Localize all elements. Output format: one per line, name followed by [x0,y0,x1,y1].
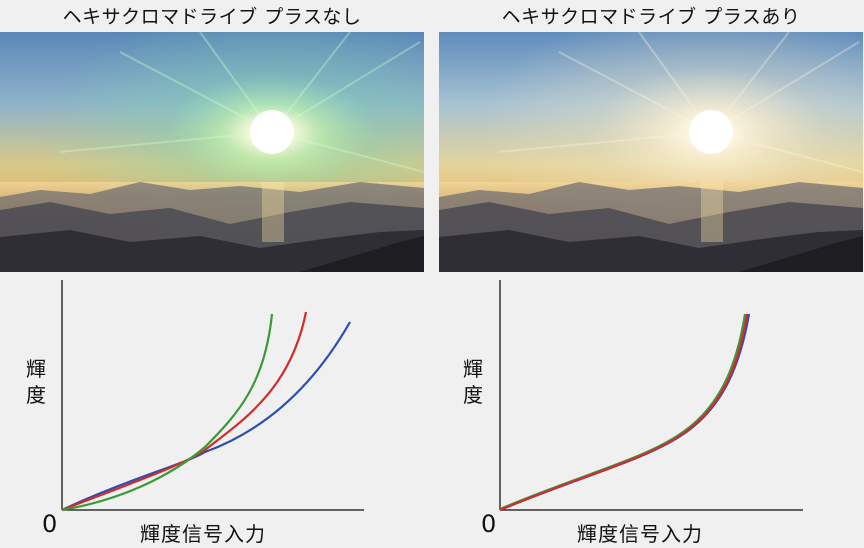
blue-curve [499,313,751,512]
red-curve [499,313,749,512]
blue-curve [61,321,351,511]
x-axis-label: 輝度信号入力 [140,522,266,546]
origin-label: 0 [42,510,58,538]
green-curve [61,313,274,512]
panel-title: ヘキサクロマドライブ プラスなし [62,6,362,28]
y-axis-label: 輝度 [26,357,46,407]
y-axis-label: 輝度 [463,357,483,407]
red-curve [61,311,308,512]
comparison-panel-without: ヘキサクロマドライブ プラスなし [0,0,424,548]
sunrise-photo-without [0,32,424,272]
x-axis-label: 輝度信号入力 [577,522,703,546]
origin-label: 0 [481,510,497,538]
sunrise-photo-with [439,32,863,272]
panel-title: ヘキサクロマドライブ プラスあり [501,6,801,28]
luminance-graph-without [61,280,364,512]
luminance-graph-with [499,280,803,512]
comparison-panel-with: ヘキサクロマドライブ プラスあり [439,0,863,548]
